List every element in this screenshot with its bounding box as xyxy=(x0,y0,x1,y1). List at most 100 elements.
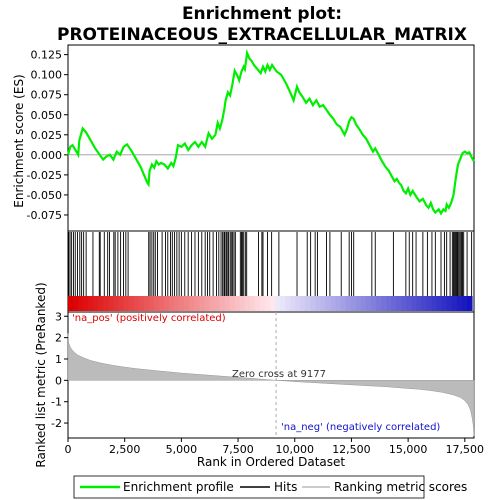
neg-correlated-label: 'na_neg' (negatively correlated) xyxy=(281,422,440,433)
heat-bar-cell xyxy=(365,296,372,311)
es-y-tick-label: -0.050 xyxy=(27,189,62,202)
heat-bar-cell xyxy=(219,296,226,311)
x-tick-label: 2,500 xyxy=(109,443,141,456)
heat-bar-cell xyxy=(355,296,362,311)
heat-bar-cell xyxy=(391,296,397,311)
heat-bar-cell xyxy=(88,296,94,311)
heat-bar-cell xyxy=(441,296,448,311)
rank-heat-bar xyxy=(68,296,473,311)
heat-bar-cell xyxy=(431,296,438,311)
heat-bar-cell xyxy=(128,296,135,311)
heat-bar-cell xyxy=(345,296,352,311)
es-panel-frame xyxy=(67,44,475,232)
heat-bar-cell xyxy=(300,296,306,311)
heat-bar-cell xyxy=(270,296,276,311)
es-y-tick-label: 0.025 xyxy=(31,129,63,142)
heat-bar-cell xyxy=(73,296,79,311)
x-tick-label: 12,500 xyxy=(332,443,371,456)
metric-y-ticks: -2 -1 0 1 2 3 xyxy=(51,310,68,430)
heat-bar-cell xyxy=(406,296,412,311)
heat-bar-cell xyxy=(103,296,109,311)
heat-bar-cell xyxy=(360,296,367,311)
enrichment-profile-line xyxy=(66,48,475,216)
heat-bar-cell xyxy=(315,296,322,311)
es-y-tick-label: 0.075 xyxy=(31,89,63,102)
heat-bar-cell xyxy=(259,296,266,311)
metric-y-tick-label: 1 xyxy=(55,353,62,366)
heat-bar-cell xyxy=(199,296,205,311)
heat-bar-cell xyxy=(209,296,216,311)
x-tick-label: 15,000 xyxy=(389,443,428,456)
x-tick-label: 7,500 xyxy=(222,443,254,456)
heat-bar-cell xyxy=(451,296,458,311)
heat-bar-cell xyxy=(280,296,286,311)
es-y-tick-label: 0.100 xyxy=(31,69,63,82)
heat-bar-cell xyxy=(224,296,231,311)
metric-y-tick-label: 2 xyxy=(55,332,62,345)
heat-bar-cell xyxy=(138,296,145,311)
zero-cross-label: Zero cross at 9177 xyxy=(232,369,326,380)
heat-bar-cell xyxy=(401,296,407,311)
heat-bar-cell xyxy=(381,296,387,311)
heat-bar-cell xyxy=(426,296,433,311)
es-panel: -0.075 -0.050 -0.025 0.000 0.025 0.050 0.075 0.… xyxy=(27,44,475,232)
heat-bar-cell xyxy=(174,296,180,311)
legend-hits-label: Hits xyxy=(274,480,297,494)
x-tick-label: 17,500 xyxy=(446,443,485,456)
heat-bar-cell xyxy=(143,296,150,311)
heat-bar-cell xyxy=(234,296,241,311)
legend-enrichment-label: Enrichment profile xyxy=(123,480,234,494)
heat-bar-cell xyxy=(158,296,165,311)
chart-title-line1: Enrichment plot: xyxy=(182,4,342,24)
metric-y-tick-label: 0 xyxy=(55,374,62,387)
heat-bar-cell xyxy=(295,296,301,311)
heat-bar-cell xyxy=(310,296,317,311)
heat-bar-cell xyxy=(371,296,377,311)
metric-panel: -2 -1 0 1 2 3 0 2,500 5,000 7,500 10,000 12,500 15,… xyxy=(51,310,484,456)
heat-bar-cell xyxy=(194,296,200,311)
heat-bar-cell xyxy=(163,296,170,311)
hit-lines xyxy=(68,232,473,296)
heat-bar-cell xyxy=(68,296,74,311)
ranking-metric-area xyxy=(67,333,475,436)
heat-bar-cell xyxy=(350,296,357,311)
es-y-axis-label: Enrichment score (ES) xyxy=(12,74,26,207)
metric-y-tick-label: -1 xyxy=(51,396,62,409)
heat-bar-cell xyxy=(411,296,418,311)
heat-bar-cell xyxy=(123,296,130,311)
heat-bar-cell xyxy=(325,296,332,311)
heat-bar-cell xyxy=(456,296,463,311)
heat-bar-cell xyxy=(461,296,468,311)
legend: Enrichment profile Hits Ranking metric s… xyxy=(73,475,467,499)
heat-bar-cell xyxy=(320,296,327,311)
heat-bar-cell xyxy=(466,296,473,311)
metric-y-tick-label: 3 xyxy=(55,310,62,323)
heat-bar-cell xyxy=(436,296,443,311)
heat-bar-cell xyxy=(83,296,89,311)
heat-bar-cell xyxy=(148,296,155,311)
heat-bar-cell xyxy=(264,296,271,311)
heat-bar-cell xyxy=(305,296,311,311)
x-tick-label: 10,000 xyxy=(276,443,315,456)
heat-bar-cell xyxy=(446,296,453,311)
heat-bar-cell xyxy=(249,296,256,311)
chart-title-line2: PROTEINACEOUS_EXTRACELLULAR_MATRIX xyxy=(57,25,467,45)
heat-bar-cell xyxy=(285,296,291,311)
metric-x-ticks: 0 2,500 5,000 7,500 10,000 12,500 15,000 17,500 xyxy=(65,438,485,456)
heat-bar-cell xyxy=(340,296,347,311)
heat-bar-cell xyxy=(113,296,120,311)
heat-bar-cell xyxy=(78,296,84,311)
heat-bar-cell xyxy=(214,296,221,311)
heat-bar-cell xyxy=(169,296,175,311)
heat-bar-cell xyxy=(396,296,402,311)
heat-bar-cell xyxy=(93,296,99,311)
heat-bar-cell xyxy=(133,296,140,311)
x-tick-label: 0 xyxy=(65,443,72,456)
heat-bar-cell xyxy=(189,296,195,311)
heat-bar-cell xyxy=(376,296,382,311)
heat-bar-cell xyxy=(184,296,190,311)
metric-y-axis-label: Ranked list metric (PreRanked) xyxy=(34,282,48,467)
heat-bar-cell xyxy=(421,296,428,311)
es-y-tick-label: -0.025 xyxy=(27,169,62,182)
